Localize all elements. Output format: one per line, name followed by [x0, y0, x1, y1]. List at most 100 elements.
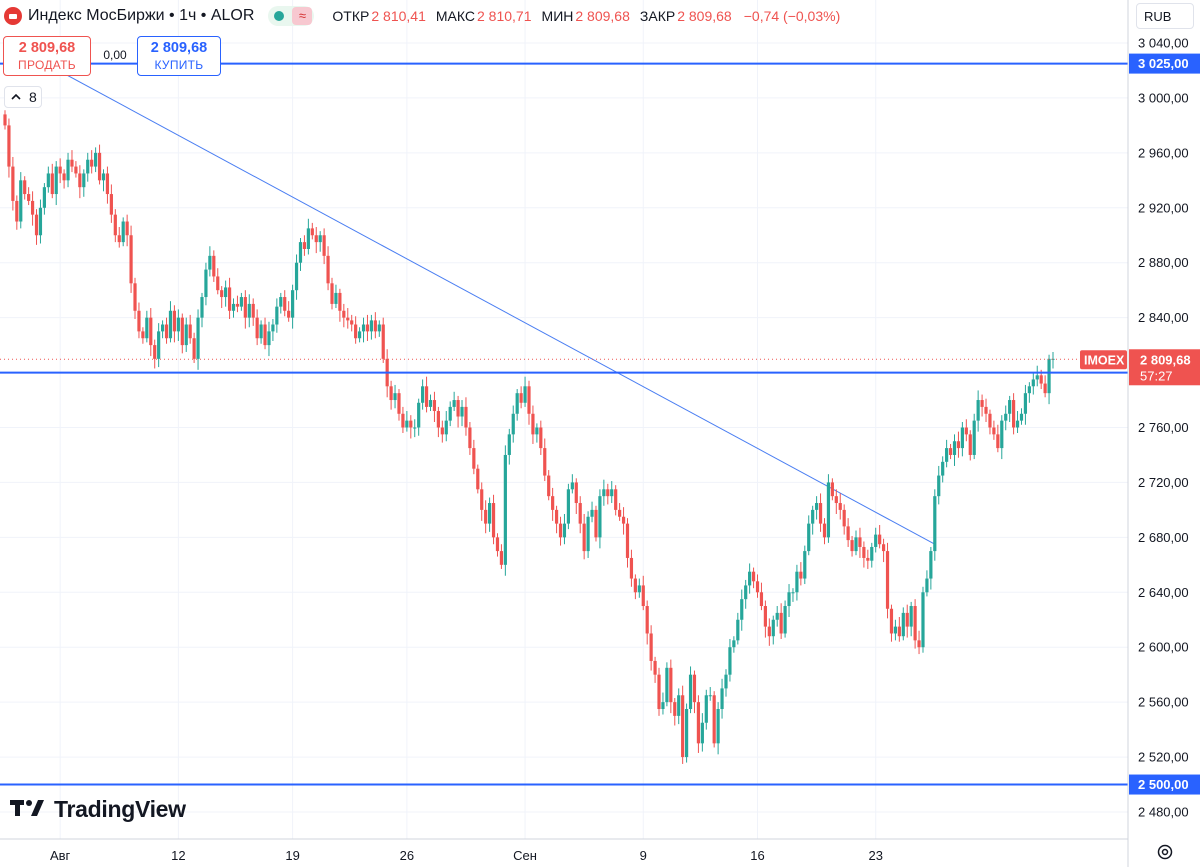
sell-button[interactable]: 2 809,68 ПРОДАТЬ — [3, 36, 91, 76]
price-axis[interactable]: 3 040,00 3 000,00 2 960,00 2 920,00 2 880,00… — [1138, 36, 1189, 820]
candle — [933, 489, 937, 561]
candle-body — [330, 283, 334, 304]
candle — [574, 478, 578, 515]
candle-body — [129, 235, 133, 284]
ohlc-low-value: 2 809,68 — [575, 7, 630, 24]
candle — [19, 172, 23, 229]
candle-body — [846, 526, 850, 541]
interval[interactable]: 1ч — [179, 7, 197, 24]
candle — [637, 578, 641, 598]
candle-body — [614, 489, 618, 510]
candle — [271, 319, 275, 341]
candle — [503, 445, 507, 576]
candle-body — [172, 310, 177, 332]
candle — [216, 268, 220, 295]
candle — [413, 419, 417, 438]
trendline[interactable] — [4, 41, 936, 545]
candle-body — [629, 557, 634, 579]
wave-icon: ≈ — [292, 7, 313, 25]
candle-body — [101, 173, 106, 181]
candle-body — [168, 310, 173, 339]
candle — [409, 415, 413, 439]
candle — [811, 505, 815, 535]
candle-body — [133, 283, 137, 311]
candle-body — [791, 592, 795, 594]
candle-body — [1012, 400, 1016, 428]
candle — [90, 150, 94, 174]
candle-body — [590, 509, 594, 517]
time-axis[interactable]: Авг 12 19 26 Сен 9 16 23 — [50, 848, 883, 863]
candle — [224, 280, 228, 307]
candle-body — [11, 166, 15, 201]
candle — [231, 298, 236, 318]
candle — [511, 405, 515, 443]
candle — [373, 312, 377, 339]
candle-body — [480, 489, 484, 510]
candle — [369, 314, 374, 340]
candle — [878, 524, 882, 549]
candle — [996, 424, 1000, 453]
candle-body — [227, 287, 232, 311]
candle — [220, 286, 224, 309]
candle-body — [157, 331, 161, 359]
bar-countdown-label: 57:27 — [1140, 368, 1173, 383]
candle — [783, 600, 787, 638]
candle — [499, 544, 504, 569]
candle-body — [566, 489, 570, 524]
candle-body — [578, 503, 582, 524]
candle — [204, 262, 208, 306]
candle — [881, 538, 886, 563]
settings-button[interactable] — [1154, 843, 1176, 865]
candle — [495, 533, 500, 557]
candle — [779, 603, 783, 639]
candle — [346, 308, 350, 329]
candle — [180, 313, 184, 354]
candle — [992, 420, 996, 440]
candle-body — [409, 420, 413, 428]
candle-body — [858, 537, 862, 547]
symbol-title[interactable]: Индекс МосБиржи • 1ч • ALOR — [28, 7, 254, 25]
candle — [602, 479, 606, 506]
candle-body — [259, 324, 263, 339]
buy-label: КУПИТЬ — [154, 58, 204, 72]
candle-body — [141, 331, 145, 339]
horizontal-levels[interactable] — [0, 62, 1128, 786]
candle — [27, 187, 31, 206]
sell-price: 2 809,68 — [18, 40, 76, 56]
candle — [7, 118, 11, 178]
candle — [405, 411, 409, 432]
candle — [728, 638, 732, 682]
market-status-toggle[interactable]: ≈ — [268, 6, 315, 26]
ohlc-open-value: 2 810,41 — [371, 7, 426, 24]
broker-name: ALOR — [210, 7, 255, 24]
tradingview-logo[interactable]: TradingView — [10, 796, 186, 823]
candle — [381, 317, 385, 363]
candle — [97, 144, 102, 185]
trendline-segment[interactable] — [4, 41, 936, 545]
buy-button[interactable]: 2 809,68 КУПИТЬ — [137, 36, 221, 76]
candle — [708, 687, 712, 701]
candle — [168, 301, 173, 343]
candle-body — [421, 386, 425, 403]
candle-body — [893, 626, 898, 634]
candle-body — [511, 413, 515, 435]
candle — [354, 316, 358, 344]
candle-body — [224, 287, 228, 298]
candle-body — [909, 606, 913, 627]
candle-body — [74, 166, 78, 174]
currency-select[interactable]: RUB — [1136, 3, 1194, 29]
candle — [1047, 354, 1051, 405]
indicators-toggle-button[interactable]: 8 — [4, 86, 42, 108]
spread-value: 0,00 — [103, 48, 127, 62]
candle-body — [803, 551, 807, 579]
plot-area[interactable] — [0, 0, 1128, 839]
price-tick-label: 2 760,00 — [1138, 420, 1189, 435]
price-tick-label: 2 600,00 — [1138, 640, 1189, 655]
candle — [267, 321, 271, 357]
candle — [188, 314, 192, 344]
candle — [704, 689, 708, 730]
candle-body — [948, 448, 953, 455]
candle — [952, 434, 957, 466]
candle-body — [86, 159, 90, 174]
